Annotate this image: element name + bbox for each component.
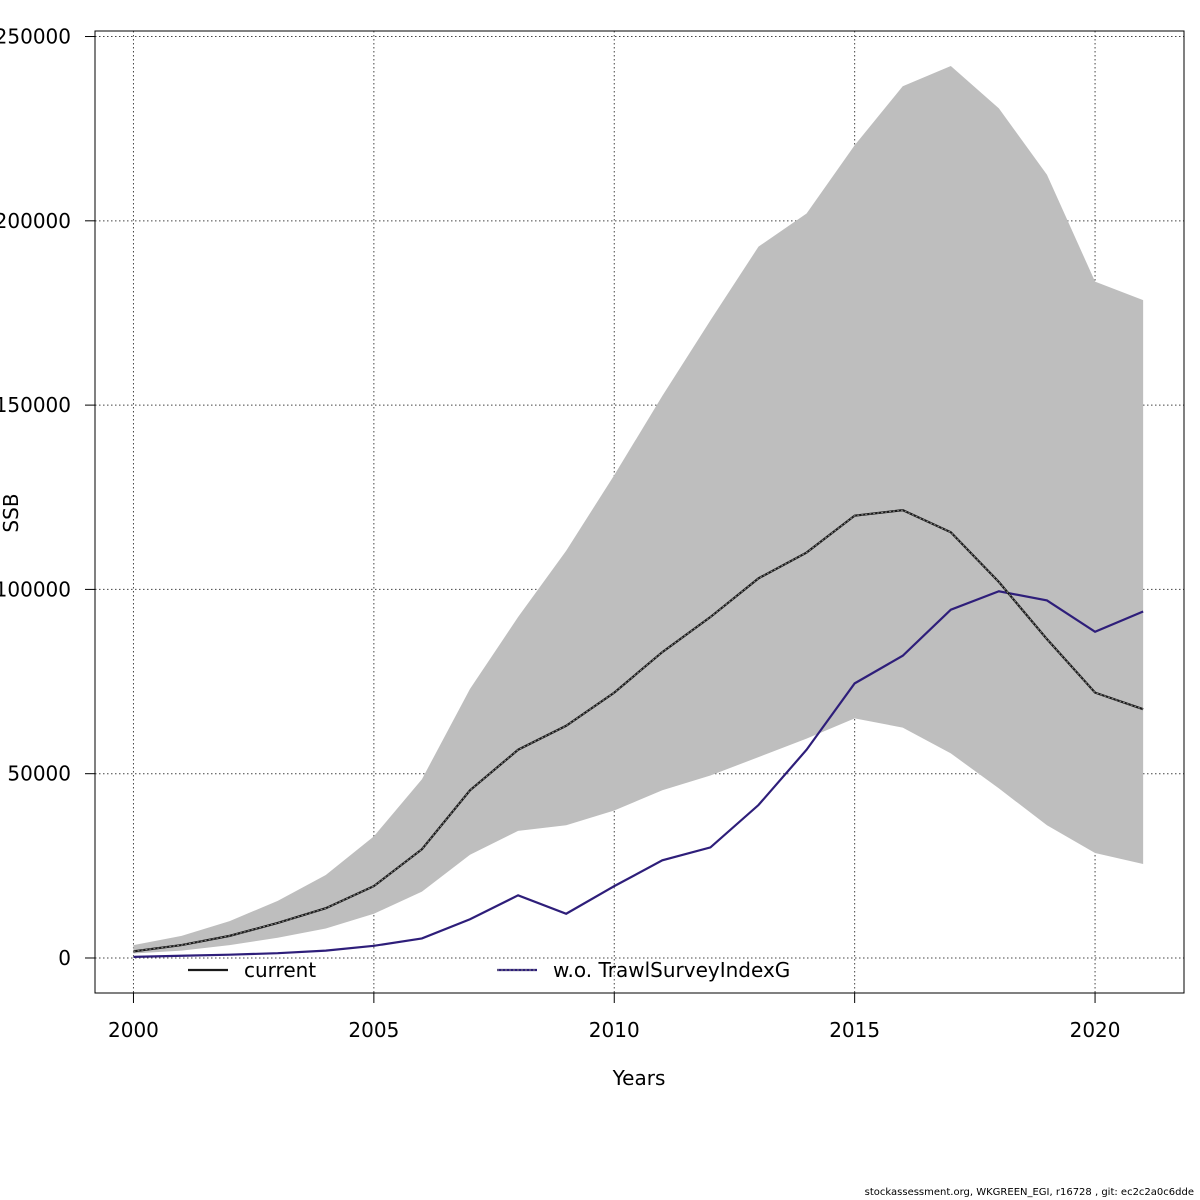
- footer-credit: stockassessment.org, WKGREEN_EGI, r16728…: [864, 1187, 1194, 1198]
- series-line-0-overlay: [133, 509, 1144, 952]
- x-axis-title: Years: [612, 1066, 666, 1090]
- x-tick-label-2000: 2000: [108, 1018, 159, 1042]
- series-layer: [133, 509, 1144, 958]
- y-tick-label-150000: 150000: [0, 393, 71, 417]
- axes: 2000 2005 2010 2015 2020 0 50000 100000 150000 20…: [0, 25, 1185, 1042]
- legend-label-1: w.o. TrawlSurveyIndexG: [553, 958, 790, 982]
- x-tick-label-2010: 2010: [589, 1018, 640, 1042]
- x-tick-label-2005: 2005: [348, 1018, 399, 1042]
- x-tick-label-2015: 2015: [829, 1018, 880, 1042]
- y-tick-label-50000: 50000: [7, 762, 71, 786]
- y-tick-label-0: 0: [58, 946, 71, 970]
- confidence-band-layer: [133, 66, 1144, 954]
- x-tick-label-2020: 2020: [1070, 1018, 1121, 1042]
- y-tick-label-200000: 200000: [0, 209, 71, 233]
- y-tick-label-100000: 100000: [0, 577, 71, 601]
- legend-label-0: current: [244, 958, 316, 982]
- series-line-1: [133, 590, 1144, 958]
- legend: current w.o. TrawlSurveyIndexG: [188, 958, 790, 982]
- y-axis-title: SSB: [0, 493, 23, 532]
- plot-frame: [94, 30, 1185, 994]
- confidence-band: [133, 66, 1144, 954]
- y-tick-label-250000: 250000: [0, 25, 71, 49]
